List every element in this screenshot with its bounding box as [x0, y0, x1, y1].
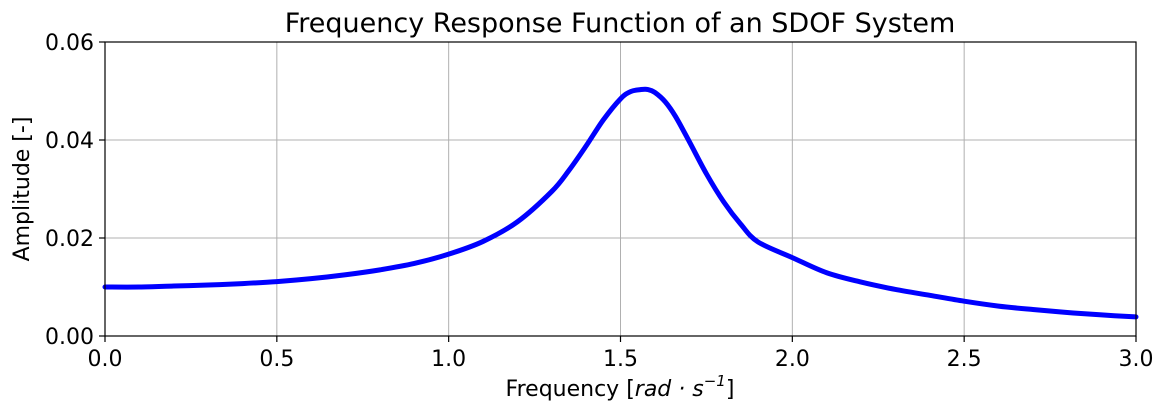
y-tick-label: 0.06: [45, 31, 94, 56]
x-axis-label-exponent: −1: [704, 372, 726, 390]
x-tick-label: 3.0: [1119, 347, 1154, 372]
x-tick-label: 2.5: [947, 347, 982, 372]
x-axis-label-prefix: Frequency [: [506, 377, 635, 402]
x-tick-label: 0.5: [259, 347, 294, 372]
x-axis-label: Frequency [rad · s−1]: [506, 372, 735, 402]
x-tick-label: 1.0: [431, 347, 466, 372]
axis-ticks: 0.0 0.5 1.0 1.5 2.0 2.5 3.0 0.00 0.02 0.04 0.06: [45, 31, 1153, 372]
x-tick-label: 2.0: [775, 347, 810, 372]
chart-title: Frequency Response Function of an SDOF S…: [285, 8, 956, 39]
y-tick-label: 0.04: [45, 129, 94, 154]
y-tick-label: 0.02: [45, 227, 94, 252]
x-tick-label: 0.0: [88, 347, 123, 372]
x-tick-label: 1.5: [603, 347, 638, 372]
x-axis-label-suffix: ]: [726, 377, 735, 402]
grid-lines: [104, 41, 1137, 337]
frf-curve-line: [102, 86, 1139, 320]
plot-area: [102, 86, 1139, 320]
y-tick-label: 0.00: [45, 325, 94, 350]
x-axis-label-unit: rad · s: [635, 377, 704, 402]
y-axis-label: Amplitude [-]: [10, 117, 35, 262]
